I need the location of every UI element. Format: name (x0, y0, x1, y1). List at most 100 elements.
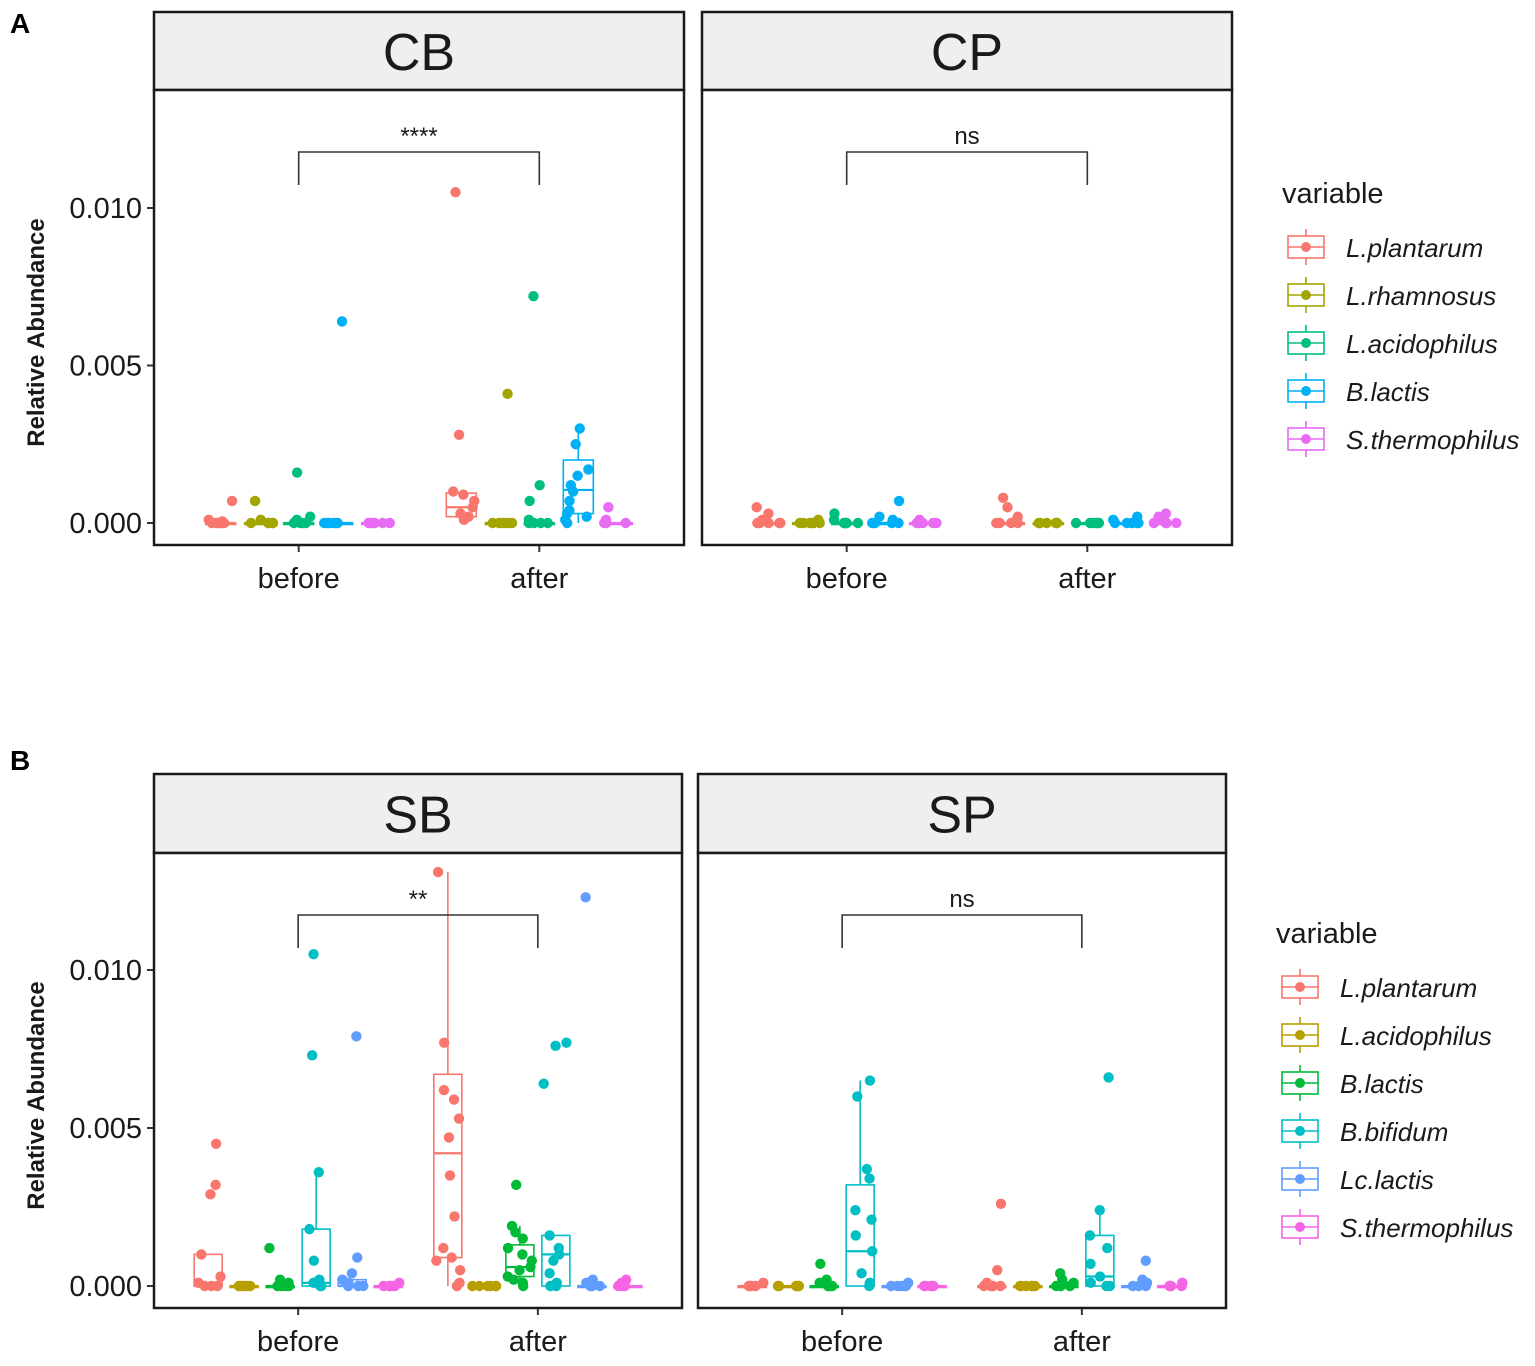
data-point (1140, 1255, 1152, 1266)
data-point (363, 517, 374, 529)
data-point (323, 517, 334, 529)
data-point (928, 1280, 939, 1292)
data-point (1121, 517, 1133, 529)
box-s-thermophilus-after (1148, 508, 1182, 529)
data-point (206, 1280, 217, 1292)
box-s-thermophilus-before (373, 1277, 405, 1292)
data-point (448, 1094, 460, 1105)
data-point (583, 464, 594, 475)
y-tick-label: 0.010 (69, 955, 142, 987)
data-point (304, 1223, 315, 1235)
legend-key-point (1295, 1126, 1305, 1136)
legend-key-point (1295, 1030, 1305, 1040)
data-point (534, 480, 545, 491)
data-point (482, 1280, 493, 1292)
data-point (750, 1280, 761, 1292)
legend-label: B.lactis (1340, 1069, 1424, 1099)
legend-key (1281, 969, 1319, 1005)
data-point (453, 429, 465, 440)
data-point (517, 1233, 528, 1244)
data-point (864, 1075, 876, 1086)
box-b-bifidum-after (538, 1037, 572, 1292)
data-point (446, 1252, 457, 1263)
data-point (773, 1280, 785, 1292)
data-point (249, 495, 261, 507)
y-tick-label: 0.000 (69, 1271, 142, 1303)
data-point (806, 517, 817, 529)
data-point (758, 1277, 769, 1289)
significance-label: ns (949, 886, 974, 913)
box-l-plantarum-after (977, 1198, 1007, 1292)
data-point (885, 1280, 897, 1292)
legend-key (1281, 1065, 1319, 1101)
data-point (1176, 1280, 1187, 1292)
data-point (570, 439, 581, 450)
data-point (451, 1280, 463, 1292)
data-point (524, 495, 535, 507)
data-point (1029, 1280, 1041, 1292)
data-point (793, 1280, 805, 1292)
legend-label: B.bifidum (1340, 1117, 1448, 1147)
data-point (561, 517, 573, 529)
data-point (774, 517, 785, 529)
data-point (866, 1214, 877, 1225)
data-point (1050, 517, 1061, 529)
legend: variable L.plantarum L.acidophilus B.lactis… (1276, 918, 1513, 1245)
data-point (550, 1040, 561, 1052)
data-point (544, 1230, 555, 1241)
legend-key (1287, 229, 1325, 265)
legend-key (1281, 1161, 1319, 1197)
data-point (358, 1280, 369, 1292)
data-point (216, 517, 227, 529)
data-point (306, 1050, 318, 1061)
data-point (280, 1280, 292, 1292)
box-l-acidophilus-after (467, 1280, 502, 1292)
box-b-lactis-after (560, 423, 595, 529)
data-point (454, 1265, 466, 1276)
legend-label: L.rhamnosus (1346, 281, 1496, 311)
data-point (502, 1242, 514, 1254)
box-lc-lactis-after (577, 892, 607, 1292)
plot-border (700, 88, 1234, 547)
data-point (861, 1163, 873, 1175)
data-point (864, 1280, 875, 1292)
facet-title: SP (927, 787, 996, 845)
data-point (1085, 1277, 1096, 1289)
data-point (343, 1280, 354, 1292)
y-tick-label: 0.000 (69, 508, 142, 540)
data-point (443, 1132, 455, 1143)
facet-title: CB (383, 24, 455, 82)
legend-label: L.acidophilus (1340, 1021, 1492, 1051)
box-s-thermophilus-before (908, 514, 942, 529)
data-point (449, 1211, 460, 1222)
data-point (1064, 1280, 1076, 1292)
data-point (332, 517, 343, 529)
data-point (503, 517, 514, 529)
data-point (467, 502, 478, 513)
data-point (210, 1138, 222, 1150)
data-point (548, 1255, 559, 1266)
y-tick-label: 0.005 (69, 351, 142, 383)
y-axis-label: Relative Abundance (23, 218, 50, 447)
data-point (487, 517, 498, 529)
panel-label-a: A (10, 8, 30, 39)
plot-area (698, 853, 1226, 1308)
data-point (336, 316, 348, 327)
x-tick-label: after (509, 1326, 567, 1358)
data-point (572, 470, 583, 481)
data-point (603, 502, 614, 513)
data-point (215, 1271, 226, 1282)
data-point (1020, 1280, 1032, 1292)
data-point (1085, 1258, 1096, 1270)
data-point (210, 1179, 221, 1191)
data-point (544, 1268, 555, 1279)
box-l-rhamnosus-after (1032, 517, 1065, 529)
y-axis-label: Relative Abundance (23, 981, 50, 1210)
legend-key-point (1295, 1078, 1305, 1088)
data-point (1109, 517, 1121, 529)
data-point (827, 1280, 838, 1292)
data-point (514, 1265, 525, 1276)
data-point (205, 1189, 216, 1200)
box-l-rhamnosus-before (243, 495, 279, 529)
